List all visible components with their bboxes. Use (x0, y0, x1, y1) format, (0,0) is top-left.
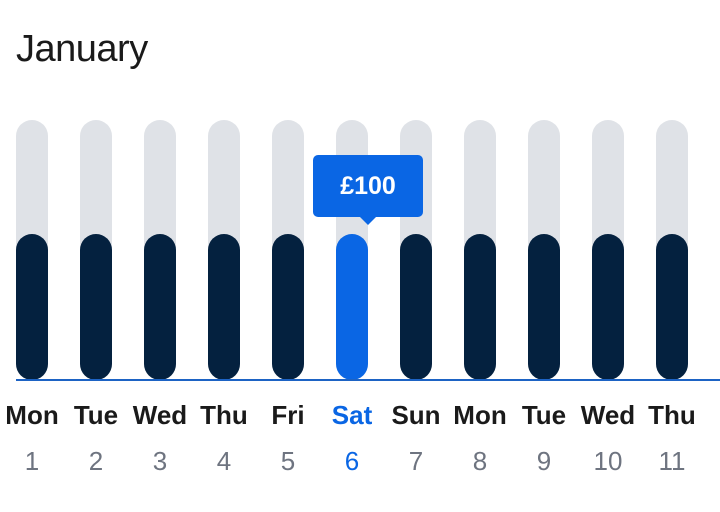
price-bar (272, 234, 304, 380)
day-column[interactable]: Mon 1 (0, 0, 64, 512)
date-number: 1 (24, 446, 40, 476)
price-bar (528, 234, 560, 380)
day-column[interactable]: Tue 2 (64, 0, 128, 512)
weekday-label: Thu (648, 400, 696, 430)
day-column[interactable]: Sun 7 (384, 0, 448, 512)
weekday-label: Tue (73, 400, 119, 430)
date-number: 11 (658, 446, 686, 476)
day-column[interactable]: Sat 6 (320, 0, 384, 512)
day-column[interactable]: Tue 9 (512, 0, 576, 512)
price-bar-selected (336, 234, 368, 380)
day-column[interactable]: Thu 4 (192, 0, 256, 512)
price-bar (144, 234, 176, 380)
weekday-label: Wed (580, 400, 636, 430)
weekday-label: Wed (132, 400, 188, 430)
date-number: 4 (216, 446, 232, 476)
baseline-divider (16, 379, 720, 381)
date-number: 10 (593, 446, 623, 476)
weekday-label: Sun (391, 400, 441, 430)
date-number: 7 (408, 446, 424, 476)
weekday-label: Tue (521, 400, 567, 430)
price-bar (656, 234, 688, 380)
price-tooltip: £100 (313, 155, 423, 217)
weekday-label: Thu (200, 400, 248, 430)
date-number: 3 (152, 446, 168, 476)
date-number: 6 (344, 446, 360, 476)
month-title: January (16, 28, 148, 70)
price-bar (400, 234, 432, 380)
day-column[interactable]: Thu 11 (640, 0, 704, 512)
date-number: 2 (88, 446, 104, 476)
day-column[interactable]: Wed 10 (576, 0, 640, 512)
day-column[interactable]: Mon 8 (448, 0, 512, 512)
tooltip-pointer (359, 216, 377, 225)
weekday-label: Mon (5, 400, 59, 430)
day-column[interactable]: Wed 3 (128, 0, 192, 512)
date-number: 5 (280, 446, 296, 476)
price-bar (16, 234, 48, 380)
price-bar (464, 234, 496, 380)
weekday-label: Sat (331, 400, 373, 430)
price-bar (592, 234, 624, 380)
weekday-label: Fri (271, 400, 305, 430)
date-number: 8 (472, 446, 488, 476)
date-number: 9 (536, 446, 552, 476)
weekday-label: Mon (453, 400, 507, 430)
price-bar (80, 234, 112, 380)
price-bar (208, 234, 240, 380)
day-column[interactable]: Fri 5 (256, 0, 320, 512)
